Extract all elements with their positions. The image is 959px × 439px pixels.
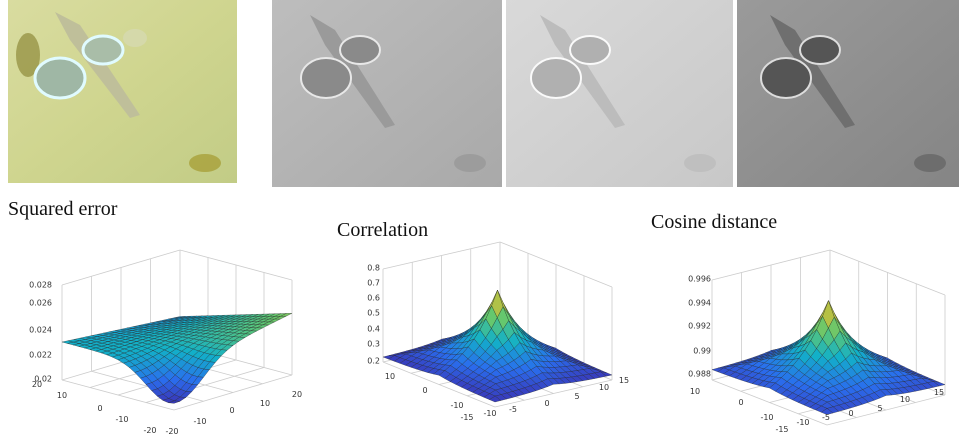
surface-cell (820, 408, 834, 415)
y-tick-label: 5 (574, 392, 579, 401)
x-tick-label: -10 (450, 401, 463, 410)
x-tick-label: 20 (32, 380, 42, 389)
photo-gray-1 (272, 0, 502, 187)
surface-plot: Cosine distance 0.996 0.994 0.992 0.99 0.988 1… (651, 211, 946, 434)
y-tick-label: 0 (544, 399, 549, 408)
z-tick-label: 0.028 (29, 281, 52, 290)
y-tick-label: 0 (229, 406, 234, 415)
y-tick-label: 15 (934, 388, 944, 397)
x-tick-label: 0 (738, 398, 743, 407)
z-tick-label: 0.02 (34, 375, 52, 384)
z-tick-label: 0.022 (29, 351, 52, 360)
surface-plot: Squared error0.0280.0260.0240.0220.02201… (8, 198, 302, 436)
y-tick-label: 5 (877, 404, 882, 413)
z-tick-label: 0.992 (688, 322, 711, 331)
y-tick-label: 15 (619, 376, 629, 385)
z-tick-label: 0.99 (693, 347, 711, 356)
y-tick-label: -15 (775, 425, 788, 434)
y-tick-label: 10 (599, 383, 609, 392)
y-tick-label: -10 (193, 417, 206, 426)
x-tick-label: 10 (690, 387, 700, 396)
z-tick-label: 0.988 (688, 370, 711, 379)
z-tick-label: 0.3 (367, 340, 380, 349)
y-tick-label: -10 (796, 418, 809, 427)
z-tick-label: 0.026 (29, 299, 52, 308)
z-tick-label: 0.994 (688, 299, 711, 308)
z-tick-label: 0.5 (367, 309, 380, 318)
x-tick-label: -10 (115, 415, 128, 424)
z-tick-label: 0.7 (367, 279, 380, 288)
z-tick-label: 0.6 (367, 294, 380, 303)
photo-gray-3 (737, 0, 959, 187)
z-tick-label: 0.2 (367, 357, 380, 366)
y-tick-label: -20 (165, 427, 178, 436)
x-tick-label: 0 (97, 404, 102, 413)
plot-title: Squared error (8, 198, 118, 220)
surface-cell (489, 395, 502, 403)
y-tick-label: 10 (900, 395, 910, 404)
x-tick-label: -20 (143, 426, 156, 435)
x-tick-label: 10 (57, 391, 67, 400)
z-tick-label: 0.8 (367, 264, 380, 273)
z-tick-label: 0.996 (688, 275, 711, 284)
x-tick-label: -10 (760, 413, 773, 422)
x-tick-label: 10 (385, 372, 395, 381)
x-tick-label: 0 (422, 386, 427, 395)
y-tick-label: -5 (509, 405, 517, 414)
photo-gray-2 (506, 0, 733, 187)
plot-title: Cosine distance (651, 211, 777, 233)
y-tick-label: -15 (460, 413, 473, 422)
y-tick-label: -10 (483, 409, 496, 418)
y-tick-label: 10 (260, 399, 270, 408)
surface-plot: Correlation 0.8 0.7 0.6 0.5 0.4 0.3 0.2 10 0 -10 -1… (337, 219, 629, 422)
z-tick-label: 0.4 (367, 325, 380, 334)
surface-cell (168, 400, 180, 404)
photo-color (8, 0, 237, 183)
y-tick-label: 0 (848, 409, 853, 418)
y-tick-label: -5 (822, 413, 830, 422)
plot-title: Correlation (337, 219, 428, 241)
z-tick-label: 0.024 (29, 326, 52, 335)
y-tick-label: 20 (292, 390, 302, 399)
